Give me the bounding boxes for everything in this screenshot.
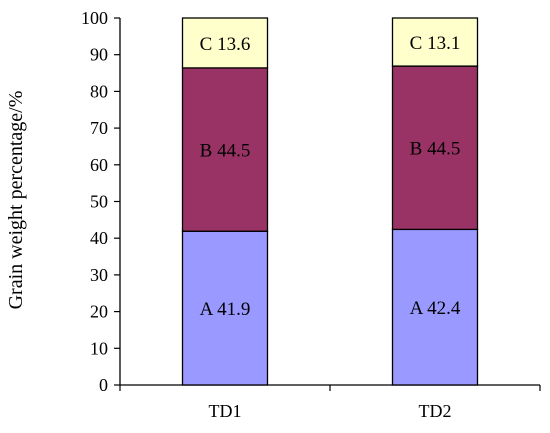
y-tick-label: 20 (90, 302, 108, 322)
y-tick-label: 100 (81, 8, 108, 28)
y-tick-label: 70 (90, 118, 108, 138)
y-tick-label: 30 (90, 265, 108, 285)
y-tick-label: 80 (90, 81, 108, 101)
y-tick-label: 10 (90, 338, 108, 358)
bar-segment (181, 230, 269, 386)
x-category-label: TD1 (209, 401, 242, 421)
x-category-label: TD2 (419, 401, 452, 421)
y-tick-label: 50 (90, 192, 108, 212)
y-tick-label: 40 (90, 228, 108, 248)
y-axis-title: Grain weight percentage/% (5, 91, 27, 310)
segment-data-label: B 44.5 (200, 141, 251, 162)
segment-data-label: A 41.9 (200, 299, 251, 320)
y-tick-label: 60 (90, 155, 108, 175)
bar-segment (181, 67, 269, 232)
bar-segment (181, 17, 269, 69)
bar-segment (391, 228, 479, 386)
bar-segment (391, 65, 479, 231)
segment-data-label: C 13.1 (410, 33, 461, 54)
y-tick-label: 90 (90, 45, 108, 65)
bar-segment (391, 17, 479, 67)
segment-data-label: C 13.6 (200, 34, 251, 55)
segment-data-label: B 44.5 (410, 139, 461, 160)
y-tick-label: 0 (99, 375, 108, 395)
segment-data-label: A 42.4 (410, 298, 461, 319)
